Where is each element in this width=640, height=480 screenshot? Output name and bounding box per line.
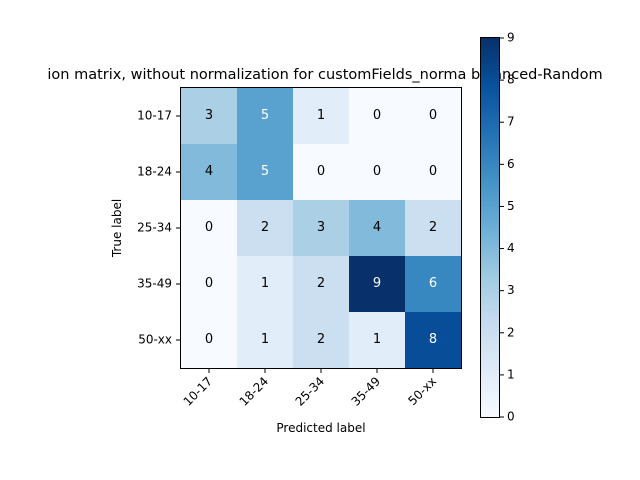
heatmap-cell bbox=[181, 256, 237, 312]
y-tick-label: 10-17 bbox=[137, 109, 172, 123]
cell-value-label: 3 bbox=[205, 108, 213, 123]
heatmap-cell bbox=[349, 88, 405, 144]
colorbar-tick-label: 2 bbox=[507, 325, 515, 339]
heatmap-cell bbox=[237, 312, 293, 368]
heatmap-cell bbox=[293, 312, 349, 368]
cell-value-label: 4 bbox=[373, 220, 381, 235]
x-tick-label: 25-34 bbox=[293, 374, 328, 409]
heatmap-cell bbox=[237, 144, 293, 200]
cell-value-label: 4 bbox=[205, 164, 213, 179]
heatmap-cell bbox=[405, 256, 461, 312]
y-tick-label: 25-34 bbox=[137, 221, 172, 235]
heatmap-cell bbox=[293, 200, 349, 256]
cell-value-label: 0 bbox=[373, 108, 381, 123]
cell-value-label: 9 bbox=[373, 276, 381, 291]
cell-value-labels: 3 5 1 0 04 5 0 0 00 2 3 4 20 1 2 9 60 1 2 1 8 bbox=[205, 108, 437, 347]
cell-value-label: 0 bbox=[317, 164, 325, 179]
cell-value-label: 1 bbox=[261, 276, 269, 291]
cell-value-label: 0 bbox=[205, 332, 213, 347]
heatmap-cell bbox=[349, 144, 405, 200]
colorbar-tick-label: 1 bbox=[507, 367, 515, 381]
cell-value-label: 1 bbox=[373, 332, 381, 347]
heatmap-cell bbox=[237, 200, 293, 256]
x-tick-label: 50-xx bbox=[405, 374, 439, 408]
heatmap-cell bbox=[181, 312, 237, 368]
colorbar-tick-label: 6 bbox=[507, 157, 515, 171]
cell-value-label: 5 bbox=[261, 108, 269, 123]
heatmap-cell bbox=[405, 200, 461, 256]
cell-value-label: 0 bbox=[429, 164, 437, 179]
plot-frame bbox=[180, 87, 462, 369]
colorbar bbox=[480, 37, 500, 418]
colorbar-tick-label: 8 bbox=[507, 73, 515, 87]
heatmap-cell bbox=[405, 144, 461, 200]
heatmap-cell bbox=[181, 88, 237, 144]
heatmap-cell bbox=[293, 144, 349, 200]
heatmap-cell bbox=[293, 88, 349, 144]
y-axis-label: True label bbox=[110, 199, 124, 258]
cell-value-label: 3 bbox=[317, 220, 325, 235]
cell-value-label: 2 bbox=[317, 276, 325, 291]
colorbar-tick-label: 5 bbox=[507, 199, 515, 213]
cell-value-label: 8 bbox=[429, 332, 437, 347]
cell-value-label: 2 bbox=[429, 220, 437, 235]
x-axis-ticks: 10-17 18-24 25-34 35-49 50-xx bbox=[181, 369, 439, 409]
x-tick-label: 35-49 bbox=[349, 374, 384, 409]
colorbar-tick-label: 3 bbox=[507, 283, 515, 297]
y-tick-label: 18-24 bbox=[137, 165, 172, 179]
heatmap-cells bbox=[181, 88, 461, 368]
chart-title: ion matrix, without normalization for cu… bbox=[47, 67, 602, 83]
cell-value-label: 1 bbox=[261, 332, 269, 347]
heatmap-cell bbox=[405, 88, 461, 144]
colorbar-tick-label: 9 bbox=[507, 31, 515, 45]
x-axis-label: Predicted label bbox=[276, 421, 365, 435]
cell-value-label: 5 bbox=[261, 164, 269, 179]
colorbar-ticks: 0 1 2 3 4 5 6 7 8 9 bbox=[500, 31, 515, 424]
heatmap-cell bbox=[405, 312, 461, 368]
heatmap-cell bbox=[237, 88, 293, 144]
cell-value-label: 0 bbox=[205, 276, 213, 291]
x-tick-label: 10-17 bbox=[181, 374, 216, 409]
colorbar-tick-label: 0 bbox=[507, 410, 515, 424]
heatmap-cell bbox=[181, 144, 237, 200]
heatmap-cell bbox=[349, 312, 405, 368]
heatmap-cell bbox=[181, 200, 237, 256]
heatmap-cell bbox=[349, 256, 405, 312]
y-tick-label: 35-49 bbox=[137, 277, 172, 291]
cell-value-label: 0 bbox=[205, 220, 213, 235]
cell-value-label: 1 bbox=[317, 108, 325, 123]
cell-value-label: 0 bbox=[373, 164, 381, 179]
y-tick-label: 50-xx bbox=[138, 333, 172, 347]
cell-value-label: 6 bbox=[429, 276, 437, 291]
heatmap-cell bbox=[349, 200, 405, 256]
cell-value-label: 2 bbox=[261, 220, 269, 235]
y-axis-ticks: 10-17 18-24 25-34 35-49 50-xx bbox=[137, 109, 180, 347]
heatmap-cell bbox=[237, 256, 293, 312]
x-tick-label: 18-24 bbox=[237, 374, 272, 409]
colorbar-tick-label: 4 bbox=[507, 241, 515, 255]
cell-value-label: 0 bbox=[429, 108, 437, 123]
colorbar-tick-label: 7 bbox=[507, 115, 515, 129]
heatmap-cell bbox=[293, 256, 349, 312]
cell-value-label: 2 bbox=[317, 332, 325, 347]
